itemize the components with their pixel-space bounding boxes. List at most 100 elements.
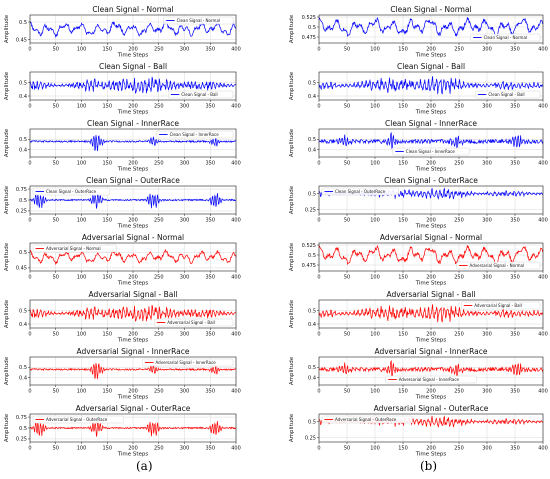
y-tick-label: 0.25 (16, 209, 27, 215)
y-tick-label: 0.4 (308, 94, 316, 100)
y-tick-label: 0.45 (16, 37, 27, 43)
x-tick-label: 100 (370, 161, 380, 167)
x-tick-label: 150 (102, 275, 112, 281)
x-tick-label: 0 (317, 47, 320, 53)
x-tick-label: 300 (180, 218, 190, 224)
subplot-title: Adversarial Signal - Ball (386, 290, 475, 299)
legend-label: Adversarial Signal - InnerRace (399, 377, 460, 382)
x-tick-label: 300 (482, 389, 492, 395)
x-tick-label: 250 (454, 446, 464, 452)
legend-box (32, 187, 110, 196)
legend: Clean Signal - InnerRace (392, 147, 470, 156)
x-tick-label: 0 (317, 161, 320, 167)
x-tick-label: 350 (205, 161, 215, 167)
legend-box (470, 33, 541, 42)
x-tick-label: 150 (398, 161, 408, 167)
y-axis-label: Amplitude (4, 413, 10, 442)
x-tick-label: 350 (205, 332, 215, 338)
x-tick-label: 0 (317, 389, 320, 395)
y-tick-label: 0.5 (19, 308, 27, 314)
x-tick-label: 300 (482, 218, 492, 224)
legend: Adversarial Signal - InnerRace (385, 375, 477, 384)
y-tick-label: 0.75 (16, 415, 27, 421)
x-tick-label: 50 (344, 218, 350, 224)
x-tick-label: 300 (482, 446, 492, 452)
y-tick-label: 0.25 (305, 207, 316, 213)
x-tick-label: 200 (426, 389, 436, 395)
signal-line (318, 244, 544, 266)
subplot-title: Clean Signal - Normal (390, 5, 471, 14)
x-tick-label: 400 (538, 218, 548, 224)
signal-line (318, 131, 544, 149)
subplot: Clean Signal - InnerRace 0 50 100 150 200 250 3… (289, 119, 548, 173)
x-tick-label: 200 (128, 389, 138, 395)
legend-label: Adversarial Signal - OuterRace (46, 417, 108, 422)
x-tick-label: 50 (344, 104, 350, 110)
y-tick-label: 0.5 (308, 191, 316, 197)
legend: Adversarial Signal - Ball (461, 301, 541, 310)
subplot: Adversarial Signal - OuterRace 0 50 100 150 2… (4, 404, 241, 458)
x-axis-label: Time Steps (117, 281, 149, 287)
x-tick-label: 50 (53, 104, 59, 110)
legend-box (321, 415, 413, 424)
legend-box (385, 375, 477, 384)
legend: Adversarial Signal - InnerRace (142, 358, 234, 367)
legend-box (32, 244, 117, 253)
legend-label: Clean Signal - Normal (177, 18, 220, 23)
x-tick-label: 400 (538, 275, 548, 281)
x-tick-label: 350 (510, 161, 520, 167)
y-tick-label: 0.5 (308, 80, 316, 86)
x-axis-label: Time Steps (117, 53, 149, 59)
x-axis-label: Time Steps (117, 338, 149, 344)
x-tick-label: 50 (53, 275, 59, 281)
x-tick-label: 100 (370, 332, 380, 338)
y-tick-label: 0.45 (16, 266, 27, 272)
subplot: Adversarial Signal - Ball 0 50 100 150 200 250… (4, 290, 241, 344)
subplot-title: Adversarial Signal - Normal (380, 233, 482, 242)
legend-box (156, 130, 234, 139)
x-tick-label: 300 (180, 161, 190, 167)
y-tick-label: 0.4 (19, 376, 27, 382)
x-tick-label: 100 (77, 161, 87, 167)
x-tick-label: 200 (426, 218, 436, 224)
x-tick-label: 150 (102, 332, 112, 338)
y-tick-label: 0.5 (308, 365, 316, 371)
x-tick-label: 100 (370, 446, 380, 452)
y-tick-label: 0.4 (19, 94, 27, 100)
x-tick-label: 250 (154, 389, 164, 395)
x-tick-label: 250 (454, 47, 464, 53)
y-tick-label: 0.4 (308, 376, 316, 382)
y-axis-label: Amplitude (289, 356, 295, 385)
x-axis-label: Time Steps (117, 224, 149, 230)
y-axis-label: Amplitude (289, 185, 295, 214)
x-tick-label: 150 (102, 161, 112, 167)
legend-box (456, 261, 541, 270)
x-tick-label: 150 (398, 218, 408, 224)
x-tick-label: 250 (154, 47, 164, 53)
y-tick-label: 0.5 (19, 426, 27, 432)
x-tick-label: 400 (231, 47, 241, 53)
x-tick-label: 350 (205, 218, 215, 224)
y-tick-label: 0.475 (302, 263, 316, 269)
x-axis-label: Time Steps (415, 53, 447, 59)
legend-label: Adversarial Signal - Normal (46, 246, 101, 251)
y-tick-label: 0.25 (16, 437, 27, 443)
signal-line (29, 135, 237, 152)
legend-label: Clean Signal - InnerRace (406, 149, 456, 154)
x-tick-label: 50 (344, 389, 350, 395)
y-tick-label: 0.25 (305, 435, 316, 441)
legend: Clean Signal - OuterRace (321, 187, 399, 196)
x-tick-label: 50 (53, 389, 59, 395)
y-tick-label: 0.75 (16, 187, 27, 193)
y-tick-label: 0.4 (19, 148, 27, 154)
x-tick-label: 50 (53, 218, 59, 224)
legend: Clean Signal - InnerRace (156, 130, 234, 139)
legend: Clean Signal - Ball (475, 90, 541, 99)
legend-box (154, 318, 234, 327)
x-tick-label: 200 (128, 218, 138, 224)
x-tick-label: 400 (231, 104, 241, 110)
x-tick-label: 300 (482, 161, 492, 167)
x-tick-label: 100 (370, 47, 380, 53)
signal-line (29, 363, 237, 380)
x-tick-label: 150 (102, 446, 112, 452)
